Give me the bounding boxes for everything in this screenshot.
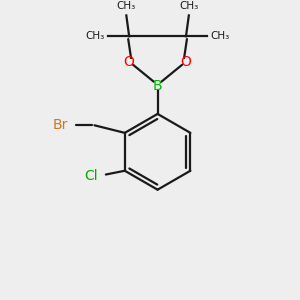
Text: CH₃: CH₃ [179, 1, 199, 11]
Text: B: B [153, 79, 162, 92]
Text: CH₃: CH₃ [85, 31, 104, 41]
Text: O: O [124, 55, 135, 69]
Text: Br: Br [52, 118, 68, 132]
Text: Cl: Cl [85, 169, 98, 183]
Text: CH₃: CH₃ [211, 31, 230, 41]
Text: CH₃: CH₃ [117, 1, 136, 11]
Text: O: O [181, 55, 191, 69]
